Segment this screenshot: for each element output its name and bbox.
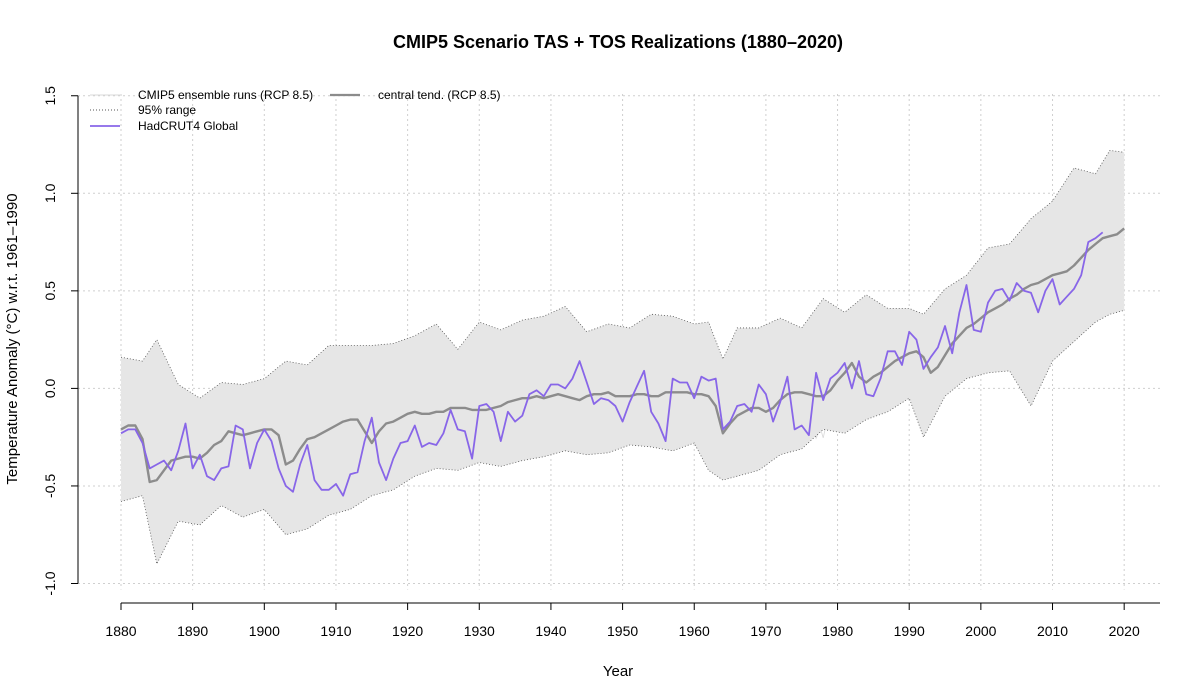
- hadcrut-line: [120, 231, 1104, 497]
- legend: CMIP5 ensemble runs (RCP 8.5)95% range Ha…: [90, 88, 501, 133]
- y-tick-label: 0.0: [42, 378, 58, 398]
- y-tick-label: 1.0: [42, 183, 58, 203]
- x-tick-label: 2000: [965, 623, 996, 639]
- x-tick-label: 1880: [105, 623, 136, 639]
- x-tick-label: 1950: [607, 623, 638, 639]
- x-tick-label: 1890: [177, 623, 208, 639]
- x-tick-label: 1960: [679, 623, 710, 639]
- x-tick-label: 1910: [320, 623, 351, 639]
- y-tick-label: -0.5: [42, 474, 58, 498]
- axes: 1880 1890 1900 1910 1920 1930 1940 1950 1960 1970…: [42, 86, 1160, 639]
- x-tick-label: 1970: [750, 623, 781, 639]
- range-band: [120, 149, 1125, 566]
- y-tick-label: 0.5: [42, 281, 58, 301]
- chart-title: CMIP5 Scenario TAS + TOS Realizations (1…: [393, 32, 843, 52]
- range-band-fill: [121, 150, 1125, 564]
- x-axis-label: Year: [603, 663, 633, 680]
- x-tick-label: 1990: [894, 623, 925, 639]
- y-tick-label: 1.5: [42, 86, 58, 106]
- x-tick-label: 1900: [249, 623, 280, 639]
- central-tendency-line: [120, 227, 1125, 484]
- legend-label: 95% range: [138, 103, 196, 117]
- x-tick-label: 1940: [535, 623, 566, 639]
- x-tick-label: 2020: [1109, 623, 1140, 639]
- y-tick-label: -1.0: [42, 571, 58, 595]
- legend-label: HadCRUT4 Global: [138, 119, 238, 133]
- legend-label: CMIP5 ensemble runs (RCP 8.5): [138, 88, 313, 102]
- x-tick-label: 1980: [822, 623, 853, 639]
- x-tick-label: 2010: [1037, 623, 1068, 639]
- x-tick-label: 1920: [392, 623, 423, 639]
- legend-label: central tend. (RCP 8.5): [378, 88, 501, 102]
- x-tick-label: 1930: [464, 623, 495, 639]
- data-series: [120, 227, 1125, 497]
- y-axis-label: Temperature Anomaly (°C) w.r.t. 1961–199…: [4, 193, 21, 484]
